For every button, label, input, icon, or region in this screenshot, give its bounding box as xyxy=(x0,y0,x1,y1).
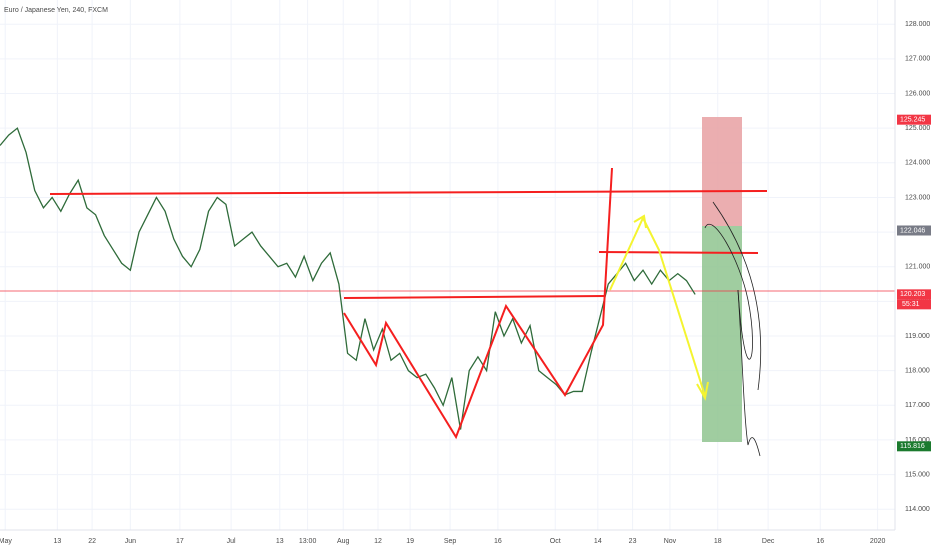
price-label-box xyxy=(897,441,931,452)
drawings xyxy=(49,167,768,440)
x-tick-label: May xyxy=(0,538,12,545)
neckline-high xyxy=(598,251,759,254)
price-label: 120.203 xyxy=(900,291,925,298)
sketch xyxy=(704,201,762,457)
x-tick-label: 14 xyxy=(594,538,602,545)
y-tick-label: 118.000 xyxy=(905,367,930,374)
price-label-box xyxy=(897,225,931,236)
countdown-box xyxy=(897,299,931,310)
y-tick-label: 124.000 xyxy=(905,160,930,167)
price-line xyxy=(0,127,696,430)
x-tick-label: Oct xyxy=(550,538,561,545)
x-tick-label: 2020 xyxy=(870,538,886,545)
x-tick-label: 23 xyxy=(629,538,637,545)
price-label-box xyxy=(897,114,931,125)
x-tick-label: Dec xyxy=(762,538,775,545)
x-tick-label: Nov xyxy=(664,538,677,545)
y-tick-label: 123.000 xyxy=(905,194,930,201)
resistance-line xyxy=(49,190,768,195)
x-tick-label: Sep xyxy=(444,538,457,545)
x-tick-label: 22 xyxy=(88,538,96,545)
x-tick-label: 17 xyxy=(176,538,184,545)
x-tick-label: 13:00 xyxy=(299,538,317,545)
y-tick-label: 126.000 xyxy=(905,90,930,97)
series-layer xyxy=(0,127,696,430)
y-tick-label: 128.000 xyxy=(905,21,930,28)
x-tick-label: 16 xyxy=(494,538,502,545)
y-tick-label: 116.000 xyxy=(905,437,930,444)
projection xyxy=(609,214,709,401)
grid xyxy=(0,0,895,530)
y-tick-label: 115.000 xyxy=(905,471,930,478)
x-tick-label: 19 xyxy=(406,538,414,545)
x-tick-label: 12 xyxy=(374,538,382,545)
price-label: 125.245 xyxy=(900,117,925,124)
y-tick-label: 121.000 xyxy=(905,264,930,271)
countdown: 55:31 xyxy=(902,301,920,308)
price-label: 122.046 xyxy=(900,227,925,234)
chart-title: Euro / Japanese Yen, 240, FXCM xyxy=(4,7,108,14)
projection-path xyxy=(609,215,706,397)
x-tick-label: Jun xyxy=(125,538,136,545)
sketch-line xyxy=(737,289,761,457)
price-label-box xyxy=(897,289,931,300)
y-tick-label: 117.000 xyxy=(905,402,930,409)
pattern-zigzag xyxy=(343,167,613,440)
x-tick-label: Aug xyxy=(337,538,350,545)
neckline xyxy=(343,295,606,299)
stop-zone xyxy=(702,117,742,226)
y-tick-label: 127.000 xyxy=(905,56,930,63)
target-zone xyxy=(702,226,742,442)
y-tick-label: 125.000 xyxy=(905,125,930,132)
axis-labels: 114.000 115.000 116.000 117.000 118.000 119.0… xyxy=(0,21,931,545)
y-tick-label: 114.000 xyxy=(905,506,930,513)
arrow-head xyxy=(696,381,709,401)
x-tick-label: 18 xyxy=(714,538,722,545)
price-label: 115.816 xyxy=(900,443,925,450)
sketch-line xyxy=(704,224,753,360)
y-tick-label: 119.000 xyxy=(905,333,930,340)
x-tick-label: 16 xyxy=(816,538,824,545)
sketch-line xyxy=(712,201,762,391)
x-tick-label: 13 xyxy=(276,538,284,545)
x-tick-label: Jul xyxy=(227,538,236,545)
arrow-head xyxy=(633,214,647,229)
x-tick-label: 13 xyxy=(53,538,61,545)
